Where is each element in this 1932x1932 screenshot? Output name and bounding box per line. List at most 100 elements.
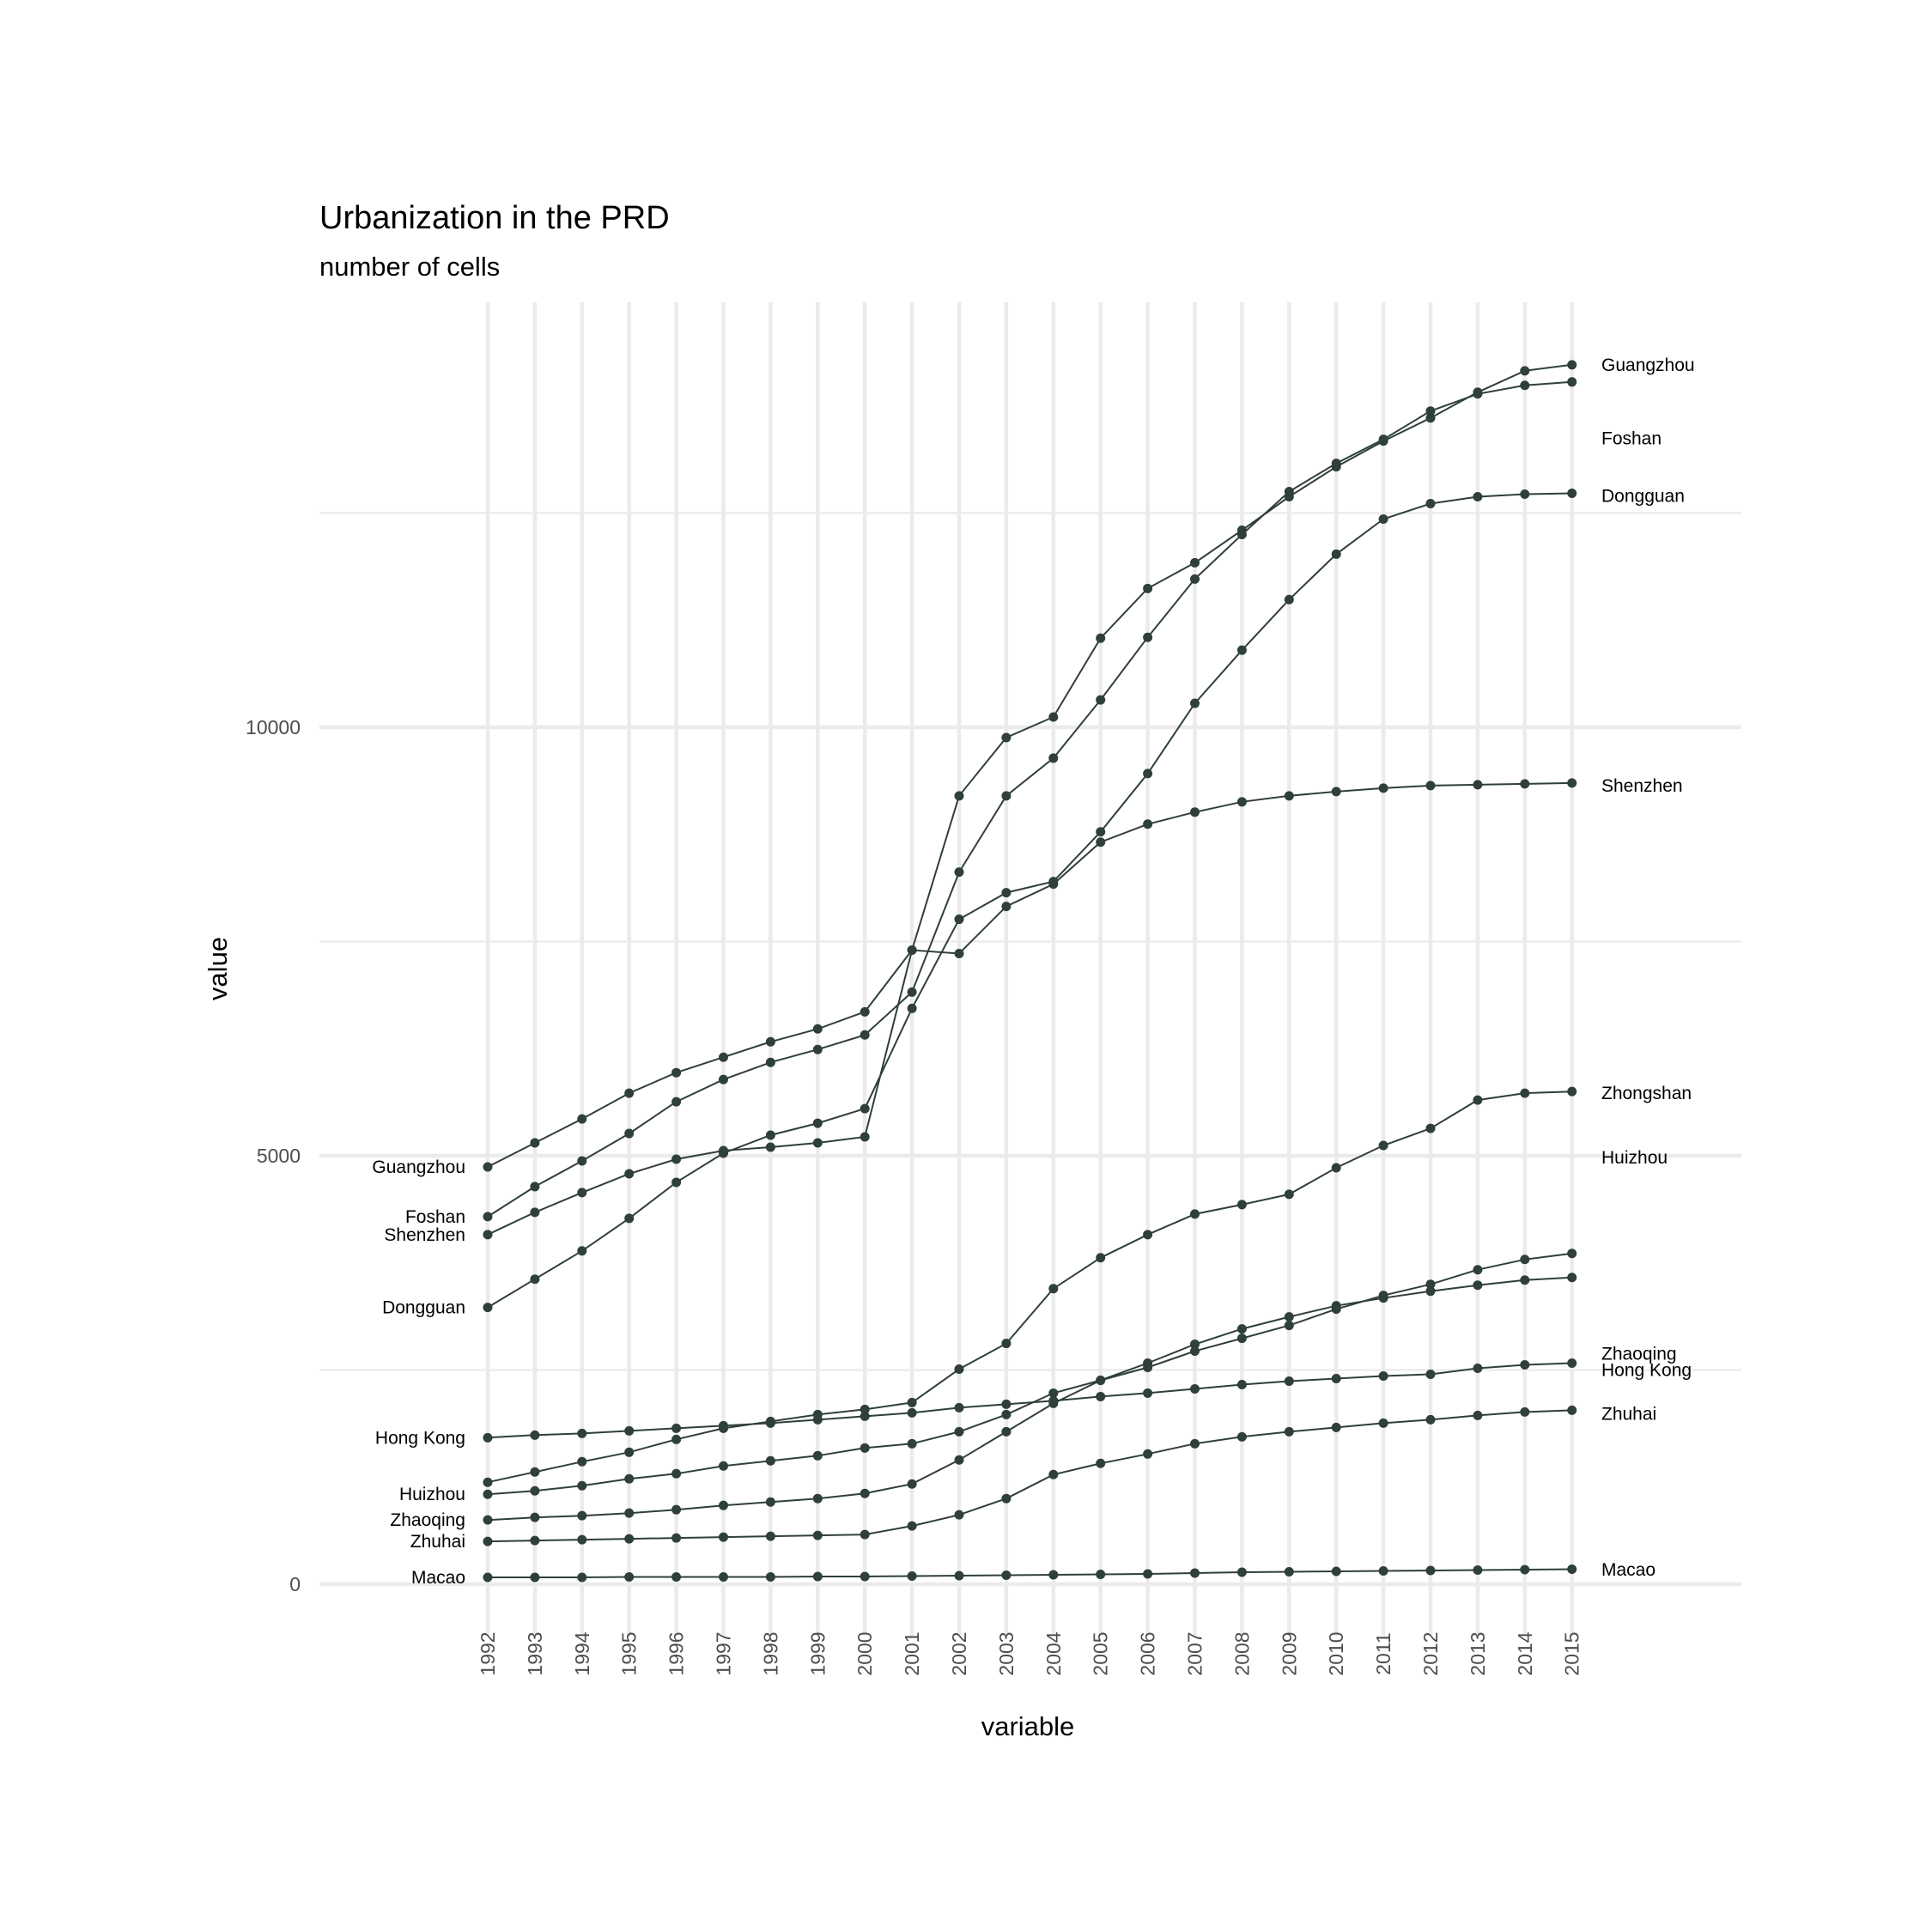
start-label: Hong Kong <box>375 1428 465 1448</box>
x-tick-label: 2011 <box>1372 1632 1394 1674</box>
data-point <box>1048 1570 1059 1580</box>
data-point <box>1425 413 1436 423</box>
data-point <box>719 1572 728 1583</box>
data-point <box>1143 1449 1153 1459</box>
data-point <box>1425 1414 1436 1425</box>
data-point <box>671 1177 682 1188</box>
data-point <box>1048 1284 1059 1294</box>
data-point <box>765 1418 775 1428</box>
chart-title: Urbanization in the PRD <box>319 200 670 236</box>
data-point <box>1190 807 1200 817</box>
data-point <box>1096 1375 1106 1385</box>
data-point <box>1143 583 1153 593</box>
start-label: Dongguan <box>382 1298 465 1318</box>
data-point <box>1001 732 1012 743</box>
y-tick-label: 5000 <box>257 1145 301 1167</box>
start-label: Huizhou <box>399 1485 465 1504</box>
data-point <box>1331 1422 1341 1432</box>
data-point <box>1425 1369 1436 1379</box>
data-point <box>671 1434 682 1444</box>
series-line <box>487 380 1572 1218</box>
data-point <box>483 1536 493 1546</box>
chart-subtitle: number of cells <box>319 252 500 282</box>
data-point <box>812 1044 823 1054</box>
series-shenzhen <box>483 778 1577 1240</box>
end-label: Huizhou <box>1601 1148 1668 1168</box>
x-axis-title: variable <box>981 1711 1075 1741</box>
x-tick-label: 2009 <box>1278 1631 1300 1675</box>
series-zhongshan <box>483 1086 1577 1487</box>
data-point <box>954 1426 964 1437</box>
series-line <box>487 492 1572 1309</box>
data-point <box>1096 827 1106 837</box>
data-point <box>1520 1360 1530 1370</box>
data-point <box>1567 1273 1577 1283</box>
data-point <box>860 1132 870 1142</box>
data-point <box>1425 781 1436 791</box>
data-point <box>907 1438 917 1449</box>
x-tick-label: 1998 <box>759 1631 781 1675</box>
end-label: Zhaoqing <box>1601 1345 1677 1364</box>
data-point <box>1425 1279 1436 1290</box>
x-tick-label: 2010 <box>1325 1631 1347 1675</box>
data-point <box>860 1488 870 1498</box>
series-huizhou <box>483 1273 1577 1499</box>
data-point <box>812 1530 823 1540</box>
data-point <box>1001 1339 1012 1349</box>
data-point <box>1473 1095 1483 1105</box>
x-tick-label: 2007 <box>1184 1631 1206 1675</box>
data-point <box>577 1428 587 1438</box>
data-point <box>671 1468 682 1479</box>
series-hong-kong <box>483 1358 1577 1443</box>
data-point <box>1378 1291 1388 1301</box>
data-point <box>719 1420 728 1431</box>
data-point <box>812 1571 823 1582</box>
series-line <box>487 1362 1572 1439</box>
y-tick-labels: 0 5000 10000 <box>246 716 301 1595</box>
data-point <box>907 1521 917 1531</box>
data-point <box>624 1169 635 1179</box>
minor-gridlines <box>319 512 1741 1371</box>
data-point <box>1048 1388 1059 1398</box>
data-point <box>1190 1438 1200 1449</box>
data-point <box>1001 1409 1012 1419</box>
data-point <box>671 1572 682 1583</box>
data-point <box>1520 366 1530 376</box>
data-point <box>765 1130 775 1140</box>
x-tick-label: 2002 <box>948 1631 970 1675</box>
data-point <box>1473 1565 1483 1576</box>
start-label: Zhaoqing <box>390 1510 465 1530</box>
data-point <box>765 1036 775 1047</box>
data-point <box>1001 1426 1012 1437</box>
data-point <box>1425 406 1436 416</box>
data-point <box>860 1443 870 1453</box>
x-tick-label: 2008 <box>1230 1631 1253 1675</box>
data-point <box>1190 1209 1200 1219</box>
data-point <box>1096 1391 1106 1401</box>
data-point <box>1378 434 1388 445</box>
data-point <box>719 1532 728 1542</box>
data-point <box>812 1024 823 1034</box>
data-point <box>1425 1123 1436 1133</box>
x-tick-label: 2012 <box>1419 1631 1442 1675</box>
data-point <box>765 1142 775 1152</box>
x-tick-label: 1999 <box>806 1631 829 1675</box>
series-line <box>487 1276 1572 1496</box>
data-point <box>624 1425 635 1436</box>
data-point <box>812 1493 823 1504</box>
data-point <box>671 1504 682 1515</box>
x-tick-label: 2001 <box>901 1631 923 1675</box>
series-zhuhai <box>483 1405 1577 1546</box>
x-tick-labels: 1992 1993 1994 1995 1996 1997 1998 1999 2000 2001… <box>477 1631 1583 1675</box>
x-tick-label: 2006 <box>1137 1631 1159 1675</box>
x-tick-label: 1997 <box>713 1631 735 1675</box>
data-point <box>577 1114 587 1124</box>
data-point <box>1143 1388 1153 1398</box>
data-point <box>1567 377 1577 387</box>
data-point <box>860 1571 870 1582</box>
data-point <box>1378 1140 1388 1151</box>
x-tick-label: 1992 <box>477 1631 499 1675</box>
end-label: Foshan <box>1601 429 1662 449</box>
data-point <box>860 1529 870 1540</box>
